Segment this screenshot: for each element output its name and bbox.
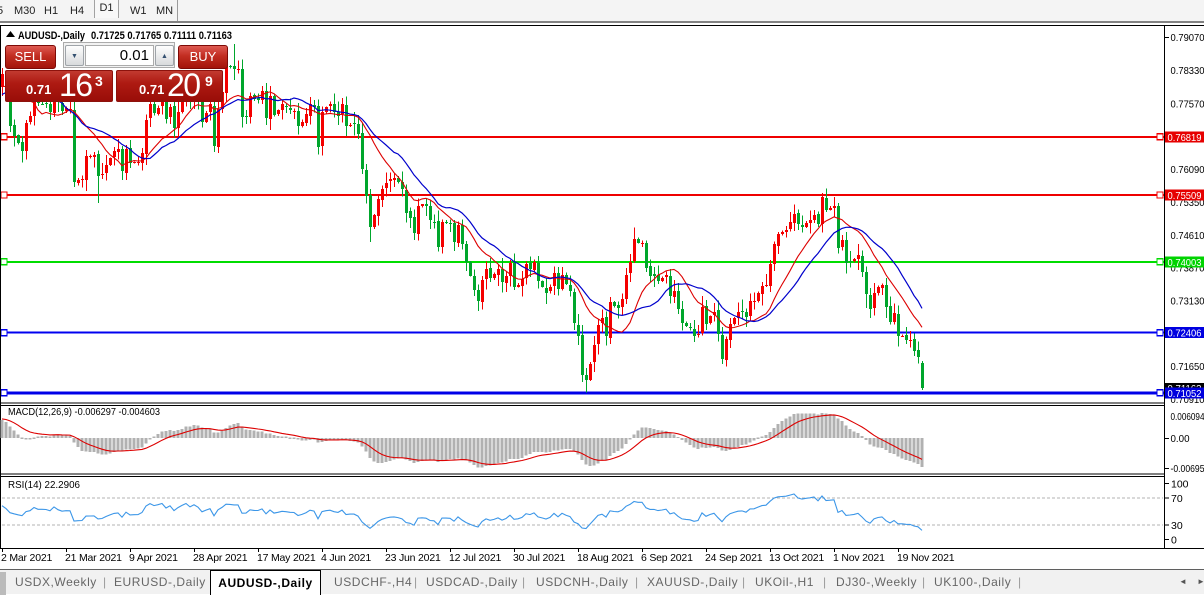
svg-text:1 Nov 2021: 1 Nov 2021 <box>833 552 885 564</box>
svg-text:0.79070: 0.79070 <box>1171 32 1204 44</box>
svg-text:RSI(14) 22.2906: RSI(14) 22.2906 <box>8 479 80 491</box>
svg-text:6 Sep 2021: 6 Sep 2021 <box>641 552 693 564</box>
svg-text:19 Nov 2021: 19 Nov 2021 <box>897 552 955 564</box>
svg-text:2 Mar 2021: 2 Mar 2021 <box>1 552 52 564</box>
svg-text:-0.00695: -0.00695 <box>1171 463 1204 475</box>
svg-text:23 Jun 2021: 23 Jun 2021 <box>385 552 441 564</box>
svg-text:9 Apr 2021: 9 Apr 2021 <box>129 552 178 564</box>
svg-text:0.71052: 0.71052 <box>1168 388 1202 400</box>
svg-text:18 Aug 2021: 18 Aug 2021 <box>577 552 634 564</box>
svg-text:17 May 2021: 17 May 2021 <box>257 552 316 564</box>
svg-text:0.006094: 0.006094 <box>1171 411 1204 423</box>
svg-text:AUDUSD-,Daily: AUDUSD-,Daily <box>18 30 86 42</box>
svg-text:13 Oct 2021: 13 Oct 2021 <box>769 552 824 564</box>
svg-text:0.76090: 0.76090 <box>1171 164 1204 176</box>
svg-text:0.75509: 0.75509 <box>1168 190 1202 202</box>
svg-text:MACD(12,26,9) -0.006297 -0.004: MACD(12,26,9) -0.006297 -0.004603 <box>8 406 160 418</box>
svg-text:0.72406: 0.72406 <box>1168 328 1202 340</box>
svg-text:100: 100 <box>1171 478 1189 490</box>
svg-text:4 Jun 2021: 4 Jun 2021 <box>321 552 371 564</box>
svg-text:28 Apr 2021: 28 Apr 2021 <box>193 552 248 564</box>
svg-text:21 Mar 2021: 21 Mar 2021 <box>65 552 122 564</box>
svg-text:70: 70 <box>1171 493 1183 505</box>
svg-text:30 Jul 2021: 30 Jul 2021 <box>513 552 565 564</box>
svg-text:30: 30 <box>1171 520 1183 532</box>
svg-text:0.76819: 0.76819 <box>1168 132 1202 144</box>
svg-text:0.77570: 0.77570 <box>1171 99 1204 111</box>
svg-text:0.71725 0.71765 0.71111 0.7116: 0.71725 0.71765 0.71111 0.71163 <box>91 30 232 42</box>
svg-text:0.74003: 0.74003 <box>1168 257 1202 269</box>
svg-text:0.71650: 0.71650 <box>1171 361 1204 373</box>
svg-text:0.78330: 0.78330 <box>1171 65 1204 77</box>
svg-text:0.00: 0.00 <box>1171 433 1190 445</box>
svg-text:0.73130: 0.73130 <box>1171 296 1204 308</box>
svg-text:0.74610: 0.74610 <box>1171 230 1204 242</box>
svg-text:0: 0 <box>1171 534 1177 546</box>
svg-text:12 Jul 2021: 12 Jul 2021 <box>449 552 501 564</box>
svg-text:24 Sep 2021: 24 Sep 2021 <box>705 552 763 564</box>
